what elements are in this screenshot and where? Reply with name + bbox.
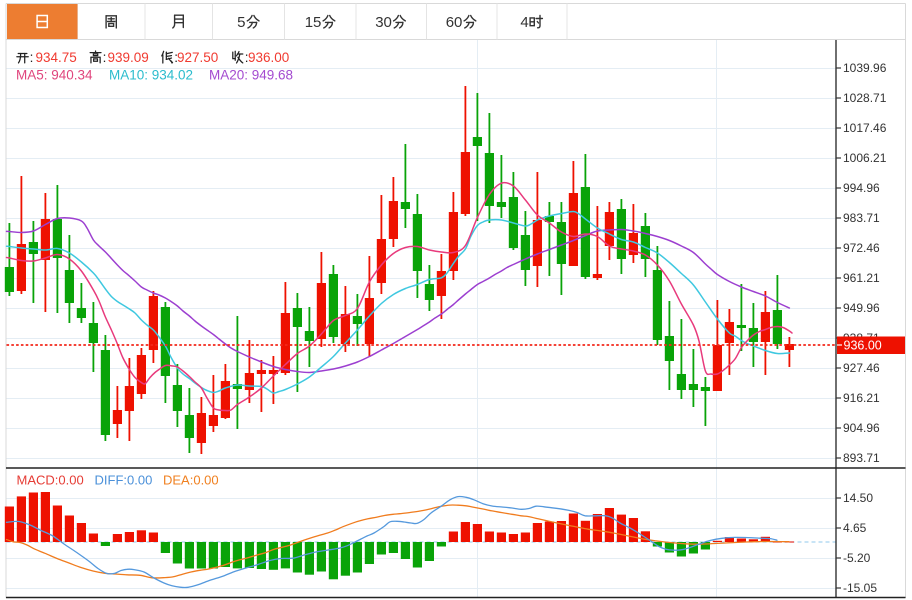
svg-text:MA10: 934.02: MA10: 934.02 <box>109 68 193 83</box>
svg-text:994.96: 994.96 <box>843 181 880 195</box>
svg-text:936.00: 936.00 <box>844 339 882 353</box>
svg-text:14.50: 14.50 <box>843 491 873 505</box>
svg-text:1006.21: 1006.21 <box>843 151 887 165</box>
svg-text::: : <box>245 50 249 65</box>
svg-text:4: 4 <box>520 14 528 31</box>
svg-text:MACD:0.00: MACD:0.00 <box>17 473 84 488</box>
svg-text:15: 15 <box>305 14 322 31</box>
svg-text:972.46: 972.46 <box>843 241 880 255</box>
svg-text:927.46: 927.46 <box>843 361 880 375</box>
svg-text:904.96: 904.96 <box>843 421 880 435</box>
svg-text:961.21: 961.21 <box>843 271 880 285</box>
svg-text:1039.96: 1039.96 <box>843 61 887 75</box>
svg-text:927.50: 927.50 <box>177 50 218 65</box>
svg-text:934.75: 934.75 <box>36 50 77 65</box>
svg-text:939.09: 939.09 <box>108 50 149 65</box>
svg-text:MA20: 949.68: MA20: 949.68 <box>209 68 293 83</box>
svg-text:949.96: 949.96 <box>843 301 880 315</box>
svg-text:5: 5 <box>237 14 245 31</box>
svg-text:936.00: 936.00 <box>248 50 289 65</box>
svg-text:-15.05: -15.05 <box>843 581 877 595</box>
svg-text:893.71: 893.71 <box>843 451 880 465</box>
svg-text:DEA:0.00: DEA:0.00 <box>163 473 219 488</box>
svg-text::: : <box>30 50 34 65</box>
svg-text:4.65: 4.65 <box>843 521 867 535</box>
svg-text::: : <box>174 50 178 65</box>
svg-text:MA5: 940.34: MA5: 940.34 <box>16 68 93 83</box>
svg-text::: : <box>103 50 107 65</box>
svg-text:1028.71: 1028.71 <box>843 91 887 105</box>
svg-text:DIFF:0.00: DIFF:0.00 <box>95 473 153 488</box>
svg-text:60: 60 <box>446 14 463 31</box>
svg-text:-5.20: -5.20 <box>843 551 871 565</box>
svg-text:916.21: 916.21 <box>843 391 880 405</box>
svg-text:1017.46: 1017.46 <box>843 121 887 135</box>
svg-text:983.71: 983.71 <box>843 211 880 225</box>
svg-text:30: 30 <box>375 14 392 31</box>
